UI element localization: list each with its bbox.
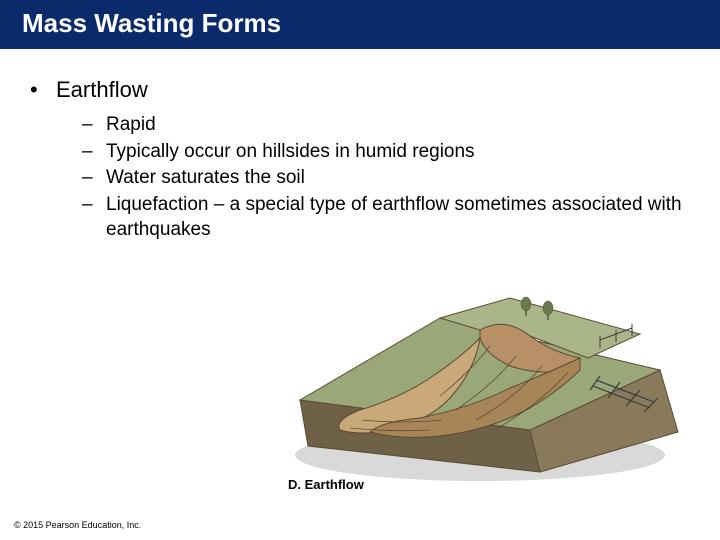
sub-bullet-item: – Liquefaction – a special type of earth… <box>82 193 690 242</box>
sub-bullet-text: Liquefaction – a special type of earthfl… <box>106 193 690 242</box>
earthflow-diagram <box>280 280 680 490</box>
copyright-text: © 2015 Pearson Education, Inc. <box>14 520 141 530</box>
sub-bullet-text: Rapid <box>106 113 690 138</box>
sub-bullet-item: – Water saturates the soil <box>82 166 690 191</box>
sub-bullet-list: – Rapid – Typically occur on hillsides i… <box>30 113 690 242</box>
content-area: • Earthflow – Rapid – Typically occur on… <box>0 49 720 242</box>
earthflow-svg <box>280 280 680 490</box>
bullet-text: Earthflow <box>56 77 148 103</box>
bullet-item: • Earthflow <box>30 77 690 103</box>
diagram-caption: D. Earthflow <box>288 477 364 492</box>
dash-marker: – <box>82 193 106 242</box>
sub-bullet-text: Typically occur on hillsides in humid re… <box>106 140 690 165</box>
dash-marker: – <box>82 166 106 191</box>
bullet-marker: • <box>30 77 56 103</box>
sub-bullet-item: – Typically occur on hillsides in humid … <box>82 140 690 165</box>
sub-bullet-text: Water saturates the soil <box>106 166 690 191</box>
dash-marker: – <box>82 113 106 138</box>
sub-bullet-item: – Rapid <box>82 113 690 138</box>
slide-title: Mass Wasting Forms <box>22 8 281 38</box>
title-bar: Mass Wasting Forms <box>0 0 720 49</box>
dash-marker: – <box>82 140 106 165</box>
